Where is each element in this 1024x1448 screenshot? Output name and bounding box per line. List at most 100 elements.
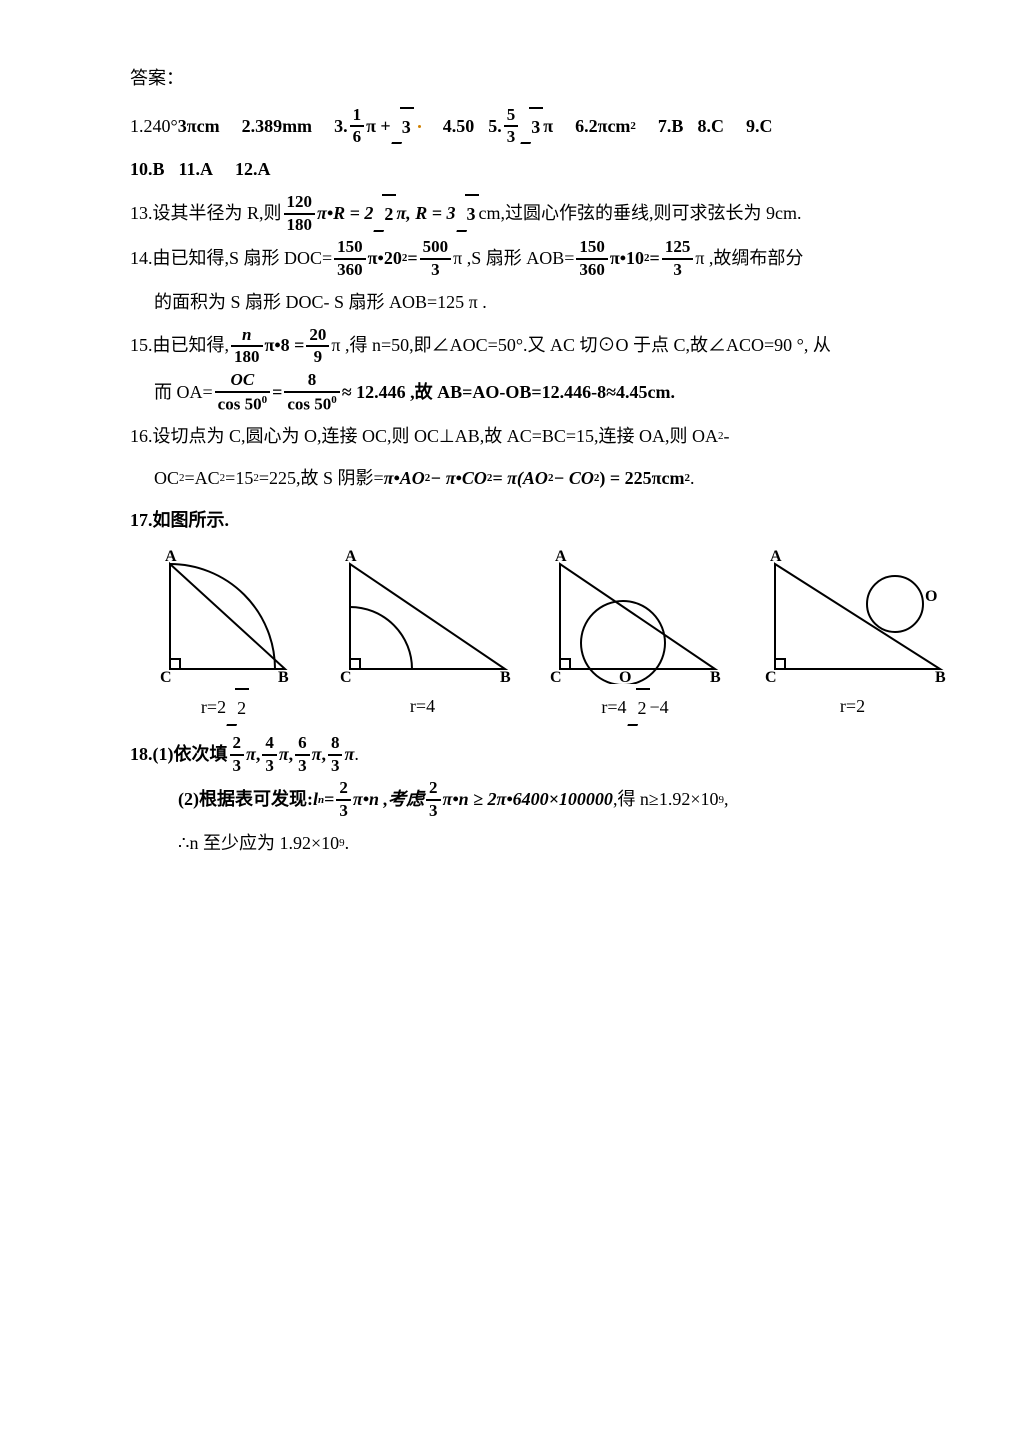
q18-d4: 3 — [328, 757, 343, 776]
ans-7: 7.B — [658, 108, 684, 146]
ans-3-label: 3. — [334, 108, 348, 146]
q14-d2: 3 — [428, 261, 443, 280]
q14-n2: 500 — [420, 238, 452, 257]
q15-n2: 20 — [306, 326, 329, 345]
q15-d2: 9 — [311, 348, 326, 367]
q15-f1: n180 — [231, 326, 263, 367]
fig1-cappre: r=2 — [201, 689, 226, 727]
ans-6-val: 2π — [589, 108, 608, 146]
ans-3-den: 6 — [350, 128, 365, 147]
q14-l2: 的面积为 S 扇形 DOC- S 扇形 AOB=125 π . — [130, 284, 904, 322]
q14-pre: 14.由已知得,S 扇形 DOC= — [130, 240, 332, 278]
fig3-cappre: r=4 — [601, 689, 626, 727]
q18-l2f1: 23 — [336, 779, 351, 820]
q13-den: 180 — [284, 216, 316, 235]
q18-l2n2: 2 — [426, 779, 441, 798]
q13-sqrt2: 3 — [456, 194, 479, 234]
q15-pre: 15.由已知得, — [130, 327, 229, 365]
fig-1: A C B r=22 — [150, 549, 300, 728]
q18-l2d: 3 — [336, 802, 351, 821]
ans-1-pre: 1.240° — [130, 108, 178, 146]
q18-d1: 3 — [230, 757, 245, 776]
q14-f4: 1253 — [662, 238, 694, 279]
ans-11: 11.A — [179, 151, 214, 189]
q18-l3-text: ∴n 至少应为 1.92×10 — [178, 825, 339, 863]
q15-l1: 15.由已知得, n180 π•8 = 209 π ,得 n=50,即∠AOC=… — [130, 326, 904, 367]
fig2-C: C — [340, 669, 352, 684]
q18-l1post: . — [354, 736, 359, 774]
q13: 13.设其半径为 R,则 120180 π•R = 2 2 π, R = 3 3… — [130, 193, 904, 234]
q16-end: . — [690, 460, 695, 498]
fig2-A: A — [345, 549, 357, 565]
fig4-O: O — [925, 588, 937, 605]
q15-l2eq: = — [272, 374, 282, 412]
answers-header: 答案： — [130, 60, 904, 98]
fig-3-svg: A C O B — [545, 549, 725, 684]
fig-4-svg: A O C B — [755, 549, 950, 684]
q16-m1: =AC — [185, 460, 220, 498]
ans-3-mid: π + — [366, 108, 391, 146]
q18-n4: 8 — [328, 734, 343, 753]
fig1-sqrt: 2 — [226, 688, 249, 728]
q18-l2ge: π•n ≥ 2π•6400×100000 — [443, 781, 613, 819]
fig1-A: A — [165, 549, 177, 565]
q13-post: cm,过圆心作弦的垂线,则可求弦长为 9cm. — [479, 195, 802, 233]
q16-m3: =225,故 S 阴影= — [259, 460, 384, 498]
ans-8: 8.C — [697, 108, 724, 146]
fig3-O: O — [619, 669, 631, 684]
fig1-C: C — [160, 669, 172, 684]
ans-12: 12.A — [235, 151, 271, 189]
q18-d2: 3 — [262, 757, 277, 776]
q14-n4: 125 — [662, 238, 694, 257]
ans-5-frac: 53 — [504, 106, 519, 147]
q15-l2deg1: 0 — [262, 394, 268, 406]
fig1-B: B — [278, 669, 289, 684]
figure-row: A C B r=22 A C B r=4 — [150, 549, 904, 728]
fig-1-svg: A C B — [150, 549, 300, 684]
q14-eq1: = — [407, 240, 417, 278]
ans-5-sqrt: 3 — [520, 107, 543, 147]
q14-d3: 360 — [576, 261, 608, 280]
q18-l2pre: (2)根据表可发现: — [178, 781, 313, 819]
ans-1-val: 3π — [178, 108, 197, 146]
ans-3-num: 1 — [350, 106, 365, 125]
q14-m2: π ,S 扇形 AOB= — [453, 240, 574, 278]
q16-m2: =15 — [225, 460, 253, 498]
q18-l2mid: π•n ,考虑 — [353, 781, 424, 819]
fig3-B: B — [710, 669, 721, 684]
ans-3-sqrt: 3 — [391, 107, 414, 147]
q15-m2: π ,得 n=50,即∠AOC=50°.又 AC 切⊙O 于点 C,故∠ACO=… — [331, 327, 830, 365]
q16-oc: OC — [154, 460, 179, 498]
fig-3-cap: r=42−4 — [601, 688, 668, 728]
q18-n1: 2 — [230, 734, 245, 753]
q16-l1: 16.设切点为 C,圆心为 O,连接 OC,则 OC⊥AB,故 AC=BC=15… — [130, 418, 904, 456]
q16-l2: OC2 =AC2 =152 =225,故 S 阴影= π•AO2 − π•CO2… — [130, 460, 904, 498]
q16-l1-text: 16.设切点为 C,圆心为 O,连接 OC,则 OC⊥AB,故 AC=BC=15… — [130, 418, 718, 456]
q18-d3: 3 — [295, 757, 310, 776]
q14-m3: π•10 — [610, 240, 644, 278]
q13-num: 120 — [284, 193, 316, 212]
q14-f3: 150360 — [576, 238, 608, 279]
q14-n1: 150 — [334, 238, 366, 257]
q18-p3: π — [312, 736, 322, 774]
ans-2: 2.389mm — [242, 108, 313, 146]
q18-l3end: . — [345, 825, 350, 863]
ans-3-rad: 3 — [400, 107, 414, 147]
q15-l2deg2: 0 — [331, 394, 337, 406]
q14-l1: 14.由已知得,S 扇形 DOC= 150360 π•202 = 5003 π … — [130, 238, 904, 279]
q14-d1: 360 — [334, 261, 366, 280]
ans-9: 9.C — [746, 108, 773, 146]
q14-f1: 150360 — [334, 238, 366, 279]
fig4-C: C — [765, 669, 777, 684]
q15-n1: n — [239, 326, 254, 345]
q15-l2d2t: cos 50 — [287, 394, 331, 413]
fig-2-cap: r=4 — [410, 688, 435, 726]
ans-6-unit: cm — [607, 108, 630, 146]
q16-mm2: − CO — [553, 460, 593, 498]
q15-l2n1: OC — [228, 371, 258, 390]
q18-f1: 23 — [230, 734, 245, 775]
q13-mid1: π•R = 2 — [317, 195, 373, 233]
q13-pre: 13.设其半径为 R,则 — [130, 195, 282, 233]
q18-p4: π — [344, 736, 354, 774]
ans-5-den: 3 — [504, 128, 519, 147]
